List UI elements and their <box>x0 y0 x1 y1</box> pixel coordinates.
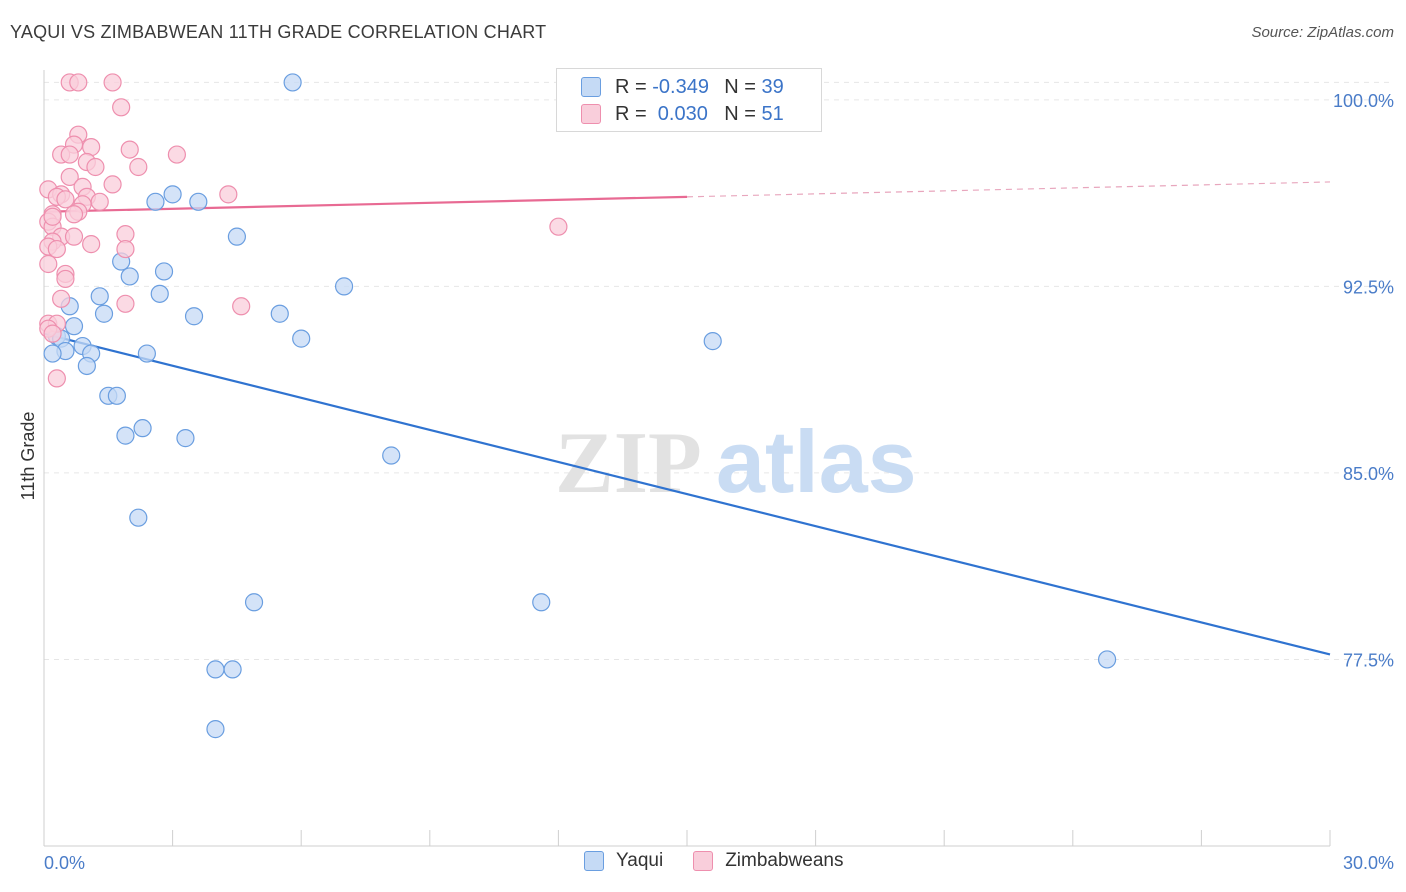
yaqui-point <box>64 317 84 336</box>
yaqui-point <box>116 426 135 445</box>
zimbabweans-point <box>39 254 58 274</box>
yaqui-point <box>133 419 152 438</box>
axes <box>43 70 1331 847</box>
yaqui-trend-line <box>43 332 1331 656</box>
y-tick-label: 92.5% <box>1343 277 1394 297</box>
yaqui-point <box>532 593 551 612</box>
n-label: N = <box>724 75 756 98</box>
zimbabweans-point <box>60 145 79 164</box>
yaqui-point <box>176 429 195 448</box>
yaqui-point <box>292 329 311 348</box>
watermark-atlas: atlas <box>716 412 917 511</box>
zimbabweans-point <box>219 185 238 204</box>
x-tick-label: 30.0% <box>1343 853 1394 873</box>
zimbabweans-point <box>82 235 101 254</box>
zimbabweans-n-value: 51 <box>761 102 784 125</box>
x-tick-label: 0.0% <box>44 853 85 873</box>
zimbabweans-trend-line <box>686 181 1331 198</box>
zimbabweans-point <box>82 138 101 157</box>
zimbabweans-trend-line <box>43 195 688 213</box>
legend-row-zimbabweans: R = 0.030 N = 51 <box>581 101 784 127</box>
y-tick-label: 85.0% <box>1343 464 1394 484</box>
legend-item-zimbabweans[interactable]: Zimbabweans <box>693 850 843 872</box>
watermark-zip: ZIP <box>555 415 702 512</box>
y-axis-label: 11th Grade <box>18 412 38 501</box>
y-tick-labels: 100.0% 92.5% 85.0% 77.5% <box>1333 91 1394 671</box>
yaqui-point <box>283 73 302 92</box>
zimbabweans-point <box>47 239 66 259</box>
yaqui-point <box>382 446 401 465</box>
yaqui-point <box>184 307 204 326</box>
zimbabweans-swatch <box>581 104 601 124</box>
zimbabweans-point <box>112 98 131 117</box>
zimbabweans-point <box>43 207 62 226</box>
zimbabweans-point <box>64 227 84 246</box>
yaqui-point <box>163 185 182 204</box>
zimbabweans-point <box>56 190 75 209</box>
zimbabweans-point <box>103 175 122 194</box>
yaqui-point <box>150 284 169 303</box>
yaqui-legend-swatch <box>584 851 604 871</box>
yaqui-point <box>94 304 114 323</box>
x-tick-labels: 0.0% 30.0% <box>44 853 1394 873</box>
yaqui-point <box>77 356 96 376</box>
yaqui-point <box>154 262 174 281</box>
yaqui-point <box>270 304 289 323</box>
zimbabweans-point <box>90 192 109 211</box>
zimbabweans-r-value: 0.030 <box>652 102 708 125</box>
zimbabweans-legend-label: Zimbabweans <box>725 850 844 871</box>
yaqui-point <box>90 287 109 306</box>
yaqui-point <box>1097 650 1117 669</box>
zimbabweans-point <box>69 73 88 92</box>
yaqui-point <box>206 660 225 679</box>
yaqui-point <box>227 227 246 246</box>
legend-item-yaqui[interactable]: Yaqui <box>584 850 663 872</box>
zimbabweans-point <box>56 269 75 289</box>
yaqui-point <box>334 277 354 296</box>
grid-lines <box>44 81 1392 660</box>
y-tick-label: 100.0% <box>1333 91 1394 111</box>
source-label: Source: ZipAtlas.com <box>1251 24 1394 41</box>
series-legend: Yaqui Zimbabweans <box>584 850 873 872</box>
yaqui-point <box>43 344 62 363</box>
zimbabweans-point <box>43 324 62 343</box>
yaqui-point <box>703 332 722 351</box>
yaqui-legend-label: Yaqui <box>616 850 664 871</box>
data-points <box>39 73 1117 739</box>
yaqui-r-value: -0.349 <box>652 75 709 98</box>
zimbabweans-point <box>120 140 139 159</box>
yaqui-point <box>107 386 126 405</box>
zimbabweans-point <box>116 294 135 313</box>
zimbabweans-point <box>116 239 135 259</box>
zimbabweans-point <box>129 157 148 177</box>
yaqui-n-value: 39 <box>761 75 784 98</box>
yaqui-point <box>206 720 225 739</box>
legend-row-yaqui: R = -0.349 N = 39 <box>581 74 784 100</box>
zimbabweans-point <box>103 73 122 92</box>
zimbabweans-point <box>52 289 71 308</box>
zimbabweans-point <box>47 369 66 388</box>
yaqui-point <box>137 344 156 363</box>
yaqui-point <box>189 192 208 211</box>
r-label: R = <box>615 75 647 98</box>
zimbabweans-legend-swatch <box>693 851 714 871</box>
zimbabweans-point <box>167 145 186 164</box>
zimbabweans-point <box>86 157 105 177</box>
zimbabweans-point <box>60 167 79 187</box>
yaqui-point <box>129 508 148 527</box>
zimbabweans-point <box>549 217 568 236</box>
zimbabweans-point <box>64 205 84 224</box>
chart-title: YAQUI VS ZIMBABWEAN 11TH GRADE CORRELATI… <box>10 22 547 42</box>
y-tick-label: 77.5% <box>1343 650 1394 670</box>
yaqui-point <box>244 593 264 612</box>
stats-legend: R = -0.349 N = 39 R = 0.030 N = 51 <box>556 68 822 132</box>
yaqui-point <box>120 267 139 286</box>
yaqui-swatch <box>581 77 601 97</box>
yaqui-point <box>223 660 242 679</box>
r-label: R = <box>615 102 647 125</box>
yaqui-point <box>146 192 165 211</box>
n-label: N = <box>724 102 756 125</box>
zimbabweans-point <box>232 297 251 316</box>
